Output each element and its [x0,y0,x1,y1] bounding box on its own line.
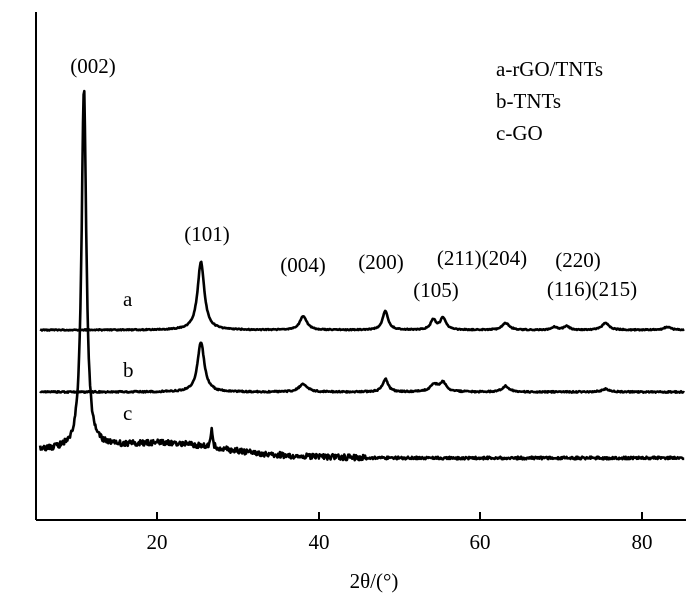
peak-label-105: (105) [413,278,459,302]
x-tick-label-80: 80 [632,530,653,554]
peak-label-220: (220) [555,248,601,272]
legend-entry-a: a-rGO/TNTs [496,57,603,81]
peak-label-200: (200) [358,250,404,274]
axes: 20 40 60 80 2θ/(°) [35,12,686,593]
legend-entry-c: c-GO [496,121,543,145]
series-curves [38,89,686,462]
series-b-curve [39,341,686,394]
series-a-curve [39,260,685,332]
peak-label-116-215: (116)(215) [547,277,637,301]
x-axis-title: 2θ/(°) [350,569,399,593]
peak-label-002: (002) [70,54,116,78]
peak-label-101: (101) [184,222,230,246]
series-a-label: a [123,287,133,311]
legend: a-rGO/TNTs b-TNTs c-GO [496,57,603,145]
x-tick-label-60: 60 [470,530,491,554]
series-c-curve [38,89,685,462]
series-c-label: c [123,401,132,425]
series-b-label: b [123,358,134,382]
peak-label-211-204: (211)(204) [437,246,527,270]
peak-labels: (002) (101) (004) (200) (105) (211)(204)… [70,54,637,302]
x-tick-label-40: 40 [309,530,330,554]
x-tick-label-20: 20 [147,530,168,554]
peak-label-004: (004) [280,253,326,277]
legend-entry-b: b-TNTs [496,89,561,113]
curve-labels: a b c [123,287,134,425]
